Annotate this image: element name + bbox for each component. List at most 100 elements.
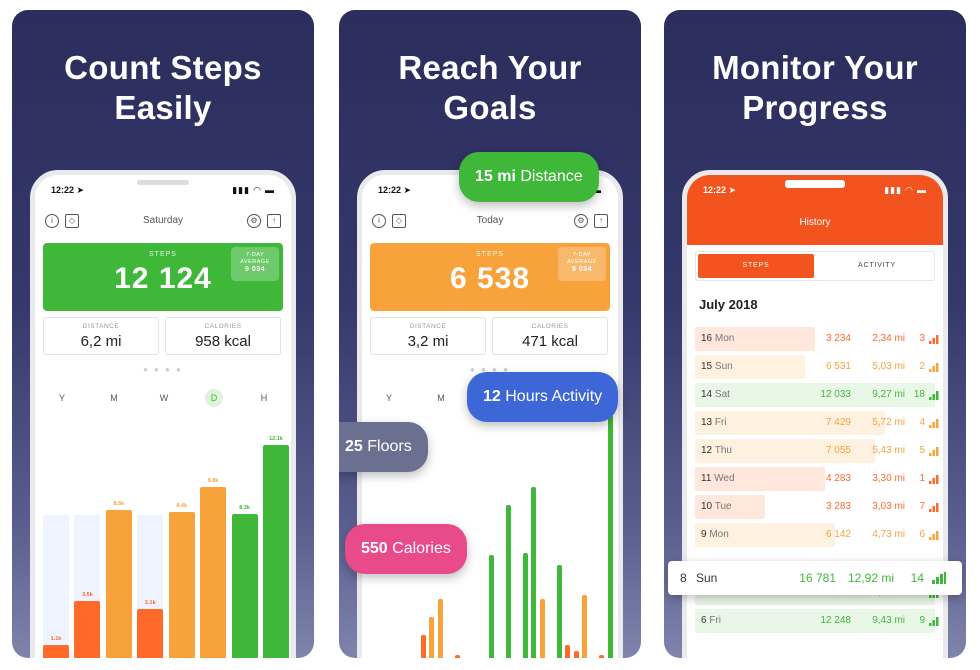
history-row-highlighted[interactable]: 8 Sun 16 781 12,92 mi 14: [668, 561, 962, 595]
bubble-distance: 15 mi Distance: [459, 152, 599, 202]
distance-card[interactable]: DISTANCE 6,2 mi: [43, 317, 159, 355]
tab-activity[interactable]: ACTIVITY: [858, 262, 896, 269]
headline: Monitor Your Progress: [712, 49, 918, 126]
row-progress: [695, 609, 935, 633]
chart-bar[interactable]: [137, 608, 164, 658]
history-row[interactable]: 15 Sun 6 531 5,03 mi 2: [695, 353, 939, 381]
tab-month[interactable]: M: [110, 393, 118, 403]
bar-track: [43, 515, 69, 658]
chart-bar[interactable]: [263, 445, 289, 658]
segmented-control: STEPS ACTIVITY: [695, 251, 935, 281]
page-dots: ● ● ● ●: [143, 365, 183, 374]
chart-bar[interactable]: [43, 645, 69, 658]
tab-day[interactable]: D: [205, 389, 223, 407]
status-bar: 12:22 ➤▮▮▮ ◠ ▬: [703, 185, 927, 195]
promo-card-reach-goals: Reach Your Goals 12:22 ➤▮▮▮ ◠ ▬ i ◇ Toda…: [339, 10, 641, 658]
chart-bar: [556, 565, 562, 658]
history-title: History: [799, 217, 831, 228]
period-tabs: Y M W D H: [43, 389, 283, 409]
share-icon[interactable]: ↑: [267, 214, 281, 228]
bar-value-label: 3.1k: [144, 599, 156, 606]
row-progress: [695, 355, 805, 379]
bubble-activity: 12 Hours Activity: [467, 372, 619, 422]
chart-bar: [437, 599, 443, 658]
history-row[interactable]: 16 Mon 3 234 2,34 mi 3: [695, 325, 939, 353]
chart-bar[interactable]: [105, 510, 132, 658]
bar-value-label: 12.1k: [269, 436, 283, 442]
steps-value: 6 538: [449, 262, 531, 295]
share-icon[interactable]: ↑: [594, 214, 608, 228]
history-row[interactable]: 12 Thu 7 055 5,43 mi 5: [695, 437, 939, 465]
gear-icon[interactable]: ⚙: [574, 214, 588, 228]
average-badge: 7-DAY AVERAGE 9 034: [231, 247, 279, 281]
chart-bar[interactable]: [74, 601, 101, 658]
chart-bar: [539, 599, 545, 658]
tab-year[interactable]: Y: [58, 393, 65, 403]
bubble-floors: 25 Floors: [339, 422, 428, 472]
chart-bar: [599, 655, 605, 658]
gear-icon[interactable]: ⚙: [247, 214, 261, 228]
diamond-icon[interactable]: ◇: [392, 214, 406, 228]
bar-value-label: 8.4k: [176, 503, 188, 510]
daily-steps-chart: 1.1kSat3.5kTue8.5kWed3.1kThu8.4kFri9.8kS…: [43, 405, 289, 658]
diamond-icon[interactable]: ◇: [65, 214, 79, 228]
phone-screen-today: 12:22 ➤ ▮▮▮ ◠ ▬ i ◇ Saturday ⚙ ↑ STEPS 12…: [30, 170, 296, 658]
tab-hour[interactable]: H: [260, 393, 268, 403]
tab-month[interactable]: M: [437, 393, 445, 403]
history-row[interactable]: 10 Tue 3 283 3,03 mi 7: [695, 493, 939, 521]
signal-bars-icon: [929, 475, 939, 484]
chart-bar: [531, 487, 537, 658]
headline: Reach Your Goals: [398, 49, 582, 126]
chart-bar: [565, 645, 571, 658]
history-row[interactable]: 13 Fri 7 429 5,72 mi 4: [695, 409, 939, 437]
tab-year[interactable]: Y: [385, 393, 392, 403]
calories-card[interactable]: CALORIES 958 kcal: [165, 317, 281, 355]
chart-bar: [573, 651, 579, 658]
tab-week[interactable]: W: [159, 393, 169, 403]
history-row[interactable]: 14 Sat 12 033 9,27 mi 18: [695, 381, 939, 409]
row-progress: [695, 411, 885, 435]
steps-card[interactable]: STEPS 6 538 7-DAY AVERAGE 9 034: [370, 243, 610, 311]
steps-card[interactable]: STEPS 12 124 7-DAY AVERAGE 9 034: [43, 243, 283, 311]
history-row[interactable]: 11 Wed 4 283 3,30 mi 1: [695, 465, 939, 493]
row-progress: [695, 495, 765, 519]
signal-bars-icon: [929, 363, 939, 372]
chart-bar: [607, 415, 613, 658]
chart-bar: [582, 595, 588, 658]
chart-bar: [454, 655, 460, 658]
day-title: Saturday: [142, 215, 184, 226]
info-icon[interactable]: i: [372, 214, 386, 228]
chart-bar: [488, 555, 494, 658]
row-progress: [695, 327, 815, 351]
info-icon[interactable]: i: [45, 214, 59, 228]
signal-bars-icon: [929, 617, 939, 626]
page-dots: ● ● ● ●: [470, 365, 510, 374]
bar-value-label: 9.8k: [207, 477, 219, 484]
history-row[interactable]: 9 Mon 6 142 4,73 mi 6: [695, 521, 939, 549]
row-progress: [695, 467, 825, 491]
chart-bar[interactable]: [200, 486, 227, 658]
signal-bars-icon: [929, 419, 939, 428]
signal-bars-icon: [929, 447, 939, 456]
signal-bars-icon: [929, 391, 939, 400]
average-badge: 7-DAY AVERAGE 9 034: [558, 247, 606, 281]
steps-value: 12 124: [114, 262, 212, 295]
day-title: Today: [476, 215, 504, 226]
signal-bars-icon: [932, 572, 946, 584]
period-tabs: Y M: [370, 389, 610, 409]
history-row[interactable]: 6 Fri 12 248 9,43 mi 9: [695, 607, 939, 635]
status-bar: 12:22 ➤▮▮▮ ◠ ▬: [51, 185, 275, 195]
promo-card-monitor-progress: Monitor Your Progress 12:22 ➤ ▮▮▮ ◠ ▬ His…: [664, 10, 966, 658]
calories-card[interactable]: CALORIES 471 kcal: [492, 317, 608, 355]
promo-card-count-steps: Count Steps Easily 12:22 ➤ ▮▮▮ ◠ ▬ i ◇ Sa…: [12, 10, 314, 658]
distance-card[interactable]: DISTANCE 3,2 mi: [370, 317, 486, 355]
month-heading: July 2018: [699, 297, 758, 312]
bar-value-label: 1.1k: [50, 636, 62, 642]
chart-bar: [429, 617, 435, 658]
tab-steps[interactable]: STEPS: [698, 254, 814, 278]
signal-bars-icon: [929, 335, 939, 344]
row-progress: [695, 383, 935, 407]
signal-bars-icon: [929, 503, 939, 512]
chart-bar[interactable]: [168, 512, 195, 658]
chart-bar[interactable]: [231, 514, 258, 658]
